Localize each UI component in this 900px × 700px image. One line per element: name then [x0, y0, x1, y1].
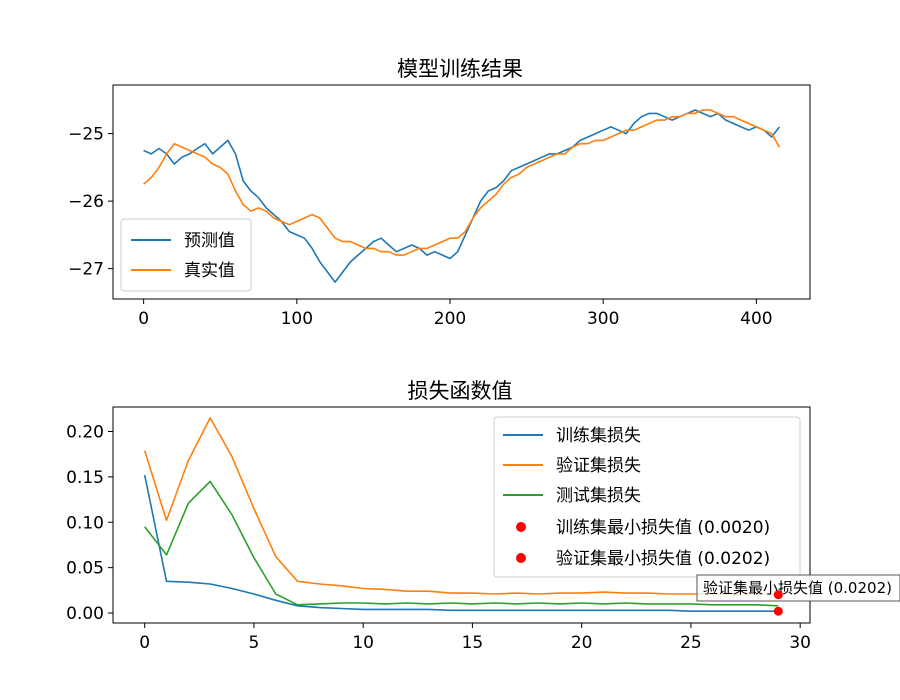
chart-title: 模型训练结果 — [397, 57, 523, 81]
x-tick-label: 10 — [352, 633, 374, 653]
x-tick-label: 100 — [281, 309, 313, 329]
y-tick-label: −25 — [68, 125, 104, 145]
plot-frame — [112, 406, 811, 624]
chart-title: 损失函数值 — [408, 379, 513, 403]
series-line-actual — [143, 109, 781, 256]
annotation-text: 验证集最小损失值 (0.0202) — [703, 579, 892, 597]
y-tick-label: 0.20 — [66, 423, 104, 443]
legend: 训练集损失 验证集损失 测试集损失 训练集最小损失值 (0.0020) 验证集最… — [493, 416, 801, 578]
series-line-prediction — [143, 109, 781, 283]
x-axis: 0 100 200 300 400 — [138, 299, 773, 329]
legend-box — [493, 416, 801, 578]
x-tick-label: 30 — [789, 633, 811, 653]
y-tick-label: 0.10 — [66, 513, 104, 533]
legend-label-test-loss: 测试集损失 — [556, 486, 641, 506]
y-axis: −27 −26 −25 — [68, 125, 113, 280]
x-tick-label: 200 — [434, 309, 466, 329]
y-tick-label: −27 — [68, 260, 104, 280]
x-tick-label: 0 — [139, 633, 150, 653]
legend: 预测值 真实值 — [120, 218, 252, 292]
y-tick-label: 0.15 — [66, 468, 104, 488]
y-axis: 0.00 0.05 0.10 0.15 0.20 — [66, 423, 113, 624]
y-tick-label: 0.05 — [66, 559, 104, 579]
chart-loss: 损失函数值 0 5 10 15 20 25 30 0.000.050.100.150.20 … — [66, 379, 900, 653]
min-markers — [773, 590, 783, 616]
plot-lines — [143, 109, 781, 283]
legend-label-train-min: 训练集最小损失值 (0.0020) — [556, 518, 770, 538]
annotation-box — [696, 574, 900, 602]
min-marker-val — [773, 590, 783, 600]
annotation: 验证集最小损失值 (0.0202) — [696, 574, 900, 602]
series-line-val-loss — [143, 417, 779, 596]
y-tick-label: 0.00 — [66, 604, 104, 624]
x-tick-label: 400 — [740, 309, 772, 329]
y-tick-label: −26 — [68, 192, 104, 212]
legend-swatch-val-min — [516, 553, 526, 563]
x-tick-label: 25 — [680, 633, 702, 653]
legend-label-actual: 真实值 — [184, 261, 235, 281]
legend-label-train-loss: 训练集损失 — [556, 426, 641, 446]
min-marker-train — [773, 606, 783, 616]
x-tick-label: 15 — [462, 633, 484, 653]
x-tick-label: 5 — [249, 633, 260, 653]
legend-box — [120, 218, 252, 292]
x-axis: 0 5 10 15 20 25 30 — [139, 623, 811, 653]
series-line-test-loss — [144, 480, 779, 607]
legend-swatch-train-min — [516, 522, 526, 532]
chart-training-result: 模型训练结果 0 100 200 300 400 −27 −26 −25 预测值 真实值 — [68, 57, 811, 329]
plot-frame — [112, 84, 811, 300]
series-line-train-loss — [143, 474, 779, 613]
x-tick-label: 0 — [138, 309, 149, 329]
legend-label-val-min: 验证集最小损失值 (0.0202) — [556, 549, 770, 569]
x-tick-label: 20 — [571, 633, 593, 653]
x-tick-label: 300 — [587, 309, 619, 329]
plot-lines — [143, 417, 779, 613]
legend-label-val-loss: 验证集损失 — [556, 456, 641, 476]
legend-label-prediction: 预测值 — [184, 231, 235, 251]
